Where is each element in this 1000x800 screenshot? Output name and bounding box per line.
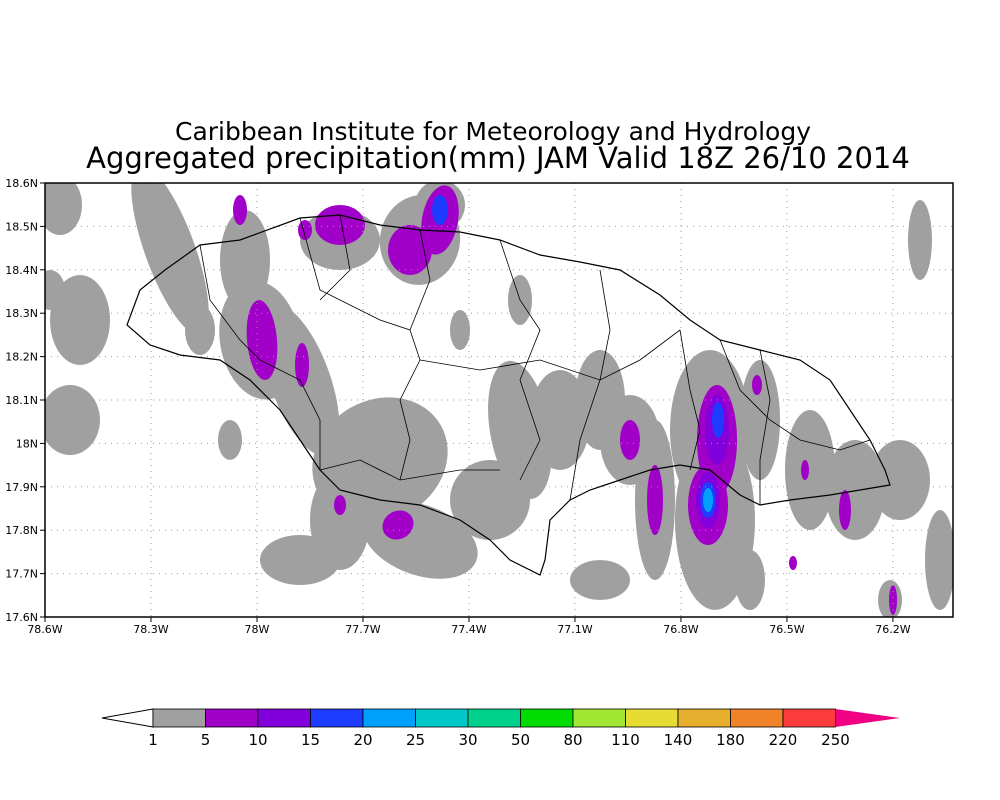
lat-tick-label: 17.6N bbox=[5, 611, 38, 624]
precip-cell bbox=[185, 305, 215, 355]
precip-cell bbox=[260, 535, 340, 585]
precip-cell bbox=[735, 550, 765, 610]
precip-cell bbox=[785, 410, 835, 530]
precip-cell bbox=[801, 460, 809, 480]
colorbar-label: 140 bbox=[664, 731, 693, 749]
precip-cell bbox=[382, 510, 414, 540]
colorbar-segment bbox=[572, 708, 626, 728]
lon-tick-label: 77.1W bbox=[557, 623, 592, 636]
precip-cell bbox=[50, 275, 110, 365]
colorbar-label: 15 bbox=[301, 731, 320, 749]
colorbar-segment bbox=[205, 708, 259, 728]
precip-cell bbox=[740, 360, 780, 480]
precip-cell bbox=[908, 200, 932, 280]
colorbar-label: 20 bbox=[353, 731, 372, 749]
jamaica-coastline bbox=[126, 214, 891, 576]
lat-tick-label: 18.1N bbox=[5, 394, 38, 407]
colorbar-label: 25 bbox=[406, 731, 425, 749]
colorbar-segment bbox=[152, 708, 206, 728]
colorbar-segment bbox=[467, 708, 521, 728]
lat-tick-label: 18.2N bbox=[5, 351, 38, 364]
precip-cell bbox=[450, 460, 530, 540]
colorbar-label: 80 bbox=[563, 731, 582, 749]
lat-tick-label: 18.4N bbox=[5, 264, 38, 277]
lat-tick-label: 18.6N bbox=[5, 177, 38, 190]
lon-tick-label: 78W bbox=[245, 623, 270, 636]
colorbar-label: 10 bbox=[248, 731, 267, 749]
title-line-1: Caribbean Institute for Meteorology and … bbox=[175, 117, 811, 146]
precip-cell bbox=[45, 385, 100, 455]
precip-cell bbox=[298, 220, 312, 240]
precip-cell bbox=[334, 495, 346, 515]
lon-tick-label: 78.6W bbox=[27, 623, 62, 636]
lon-tick-label: 78.3W bbox=[133, 623, 168, 636]
precip-cell bbox=[570, 560, 630, 600]
precip-cell bbox=[703, 488, 713, 512]
precip-cell bbox=[388, 225, 432, 275]
precip-cell bbox=[712, 402, 724, 438]
colorbar-label: 1 bbox=[148, 731, 158, 749]
precip-cell bbox=[315, 205, 365, 245]
lat-tick-label: 18.5N bbox=[5, 220, 38, 233]
precip-cell bbox=[218, 420, 242, 460]
lat-tick-label: 17.7N bbox=[5, 568, 38, 581]
lon-tick-label: 76.8W bbox=[663, 623, 698, 636]
lat-tick-label: 17.9N bbox=[5, 481, 38, 494]
lat-tick-label: 18N bbox=[16, 437, 38, 450]
precip-cell bbox=[45, 183, 82, 235]
colorbar-label: 180 bbox=[716, 731, 745, 749]
precip-cell bbox=[432, 195, 448, 225]
map-axes: 18.6N 18.5N 18.4N 18.3N 18.2N 18.1N 18N 17.9N 17… bbox=[5, 177, 910, 636]
precip-cell bbox=[295, 343, 309, 387]
precip-cell bbox=[839, 490, 851, 530]
colorbar-label: 5 bbox=[201, 731, 211, 749]
colorbar-under-arrow bbox=[101, 708, 154, 728]
precip-cell bbox=[45, 270, 65, 310]
lon-tick-label: 76.5W bbox=[769, 623, 804, 636]
colorbar-label: 50 bbox=[511, 731, 530, 749]
precip-cell bbox=[752, 375, 762, 395]
colorbar: 1 5 10 15 20 25 30 50 80 110 140 180 220 250 bbox=[101, 708, 900, 749]
colorbar-segment bbox=[782, 708, 836, 728]
colorbar-segment bbox=[730, 708, 784, 728]
colorbar-label: 30 bbox=[458, 731, 477, 749]
lon-tick-label: 76.2W bbox=[875, 623, 910, 636]
colorbar-segment bbox=[677, 708, 731, 728]
lat-tick-label: 18.3N bbox=[5, 307, 38, 320]
lon-tick-label: 77.7W bbox=[345, 623, 380, 636]
colorbar-label: 220 bbox=[769, 731, 798, 749]
colorbar-segment bbox=[257, 708, 311, 728]
precip-cell bbox=[925, 510, 953, 610]
precip-cell bbox=[620, 420, 640, 460]
precip-cell bbox=[647, 465, 663, 535]
precip-cell bbox=[246, 300, 278, 380]
precip-cell bbox=[870, 440, 930, 520]
colorbar-segment bbox=[362, 708, 416, 728]
precip-cell bbox=[233, 195, 247, 225]
colorbar-segment bbox=[415, 708, 469, 728]
lat-tick-label: 17.8N bbox=[5, 524, 38, 537]
colorbar-segment bbox=[520, 708, 574, 728]
title-line-2: Aggregated precipitation(mm) JAM Valid 1… bbox=[86, 141, 910, 175]
colorbar-segment bbox=[310, 708, 364, 728]
precip-cell bbox=[889, 585, 897, 615]
precip-cell bbox=[789, 556, 797, 570]
precip-cell bbox=[530, 370, 590, 470]
colorbar-over-arrow bbox=[835, 709, 900, 727]
colorbar-label: 110 bbox=[611, 731, 640, 749]
colorbar-segment bbox=[625, 708, 679, 728]
lon-tick-label: 77.4W bbox=[451, 623, 486, 636]
parish-boundaries bbox=[199, 214, 871, 505]
precip-cell bbox=[450, 310, 470, 350]
colorbar-label: 250 bbox=[821, 731, 850, 749]
grid-lines bbox=[45, 183, 953, 617]
